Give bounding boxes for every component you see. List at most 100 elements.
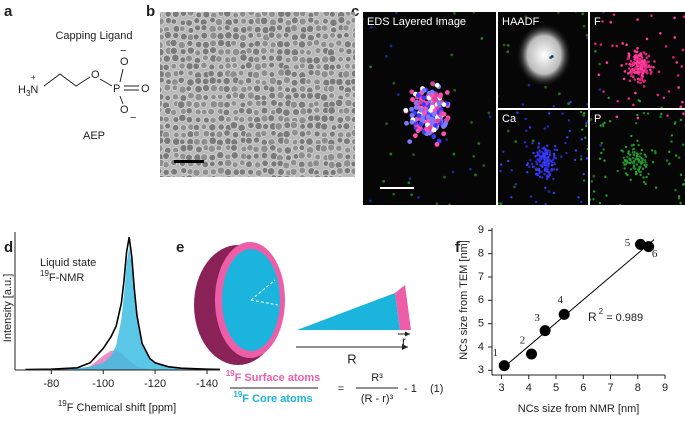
eds-dot xyxy=(602,124,605,128)
eds-dot xyxy=(612,13,616,16)
nanocrystal xyxy=(342,106,351,115)
y-tick-label: 8 xyxy=(478,248,484,260)
nanocrystal xyxy=(352,31,355,39)
eds-dot xyxy=(639,170,642,174)
nanocrystal xyxy=(209,46,217,55)
eds-dot xyxy=(502,150,505,153)
eds-dot xyxy=(636,80,640,84)
eds-dot xyxy=(551,158,555,162)
nanocrystal xyxy=(253,39,262,48)
eds-dot xyxy=(470,121,473,124)
eds-dot xyxy=(660,112,663,116)
nanocrystal xyxy=(262,123,270,131)
eds-dot xyxy=(447,277,450,280)
nanocrystal xyxy=(208,123,217,132)
nanocrystal xyxy=(261,12,269,17)
eds-dot xyxy=(642,176,645,179)
nanocrystal xyxy=(216,93,224,100)
eds-dot xyxy=(542,147,546,150)
eds-dot xyxy=(598,201,602,205)
nanocrystal xyxy=(282,76,291,85)
eds-dot xyxy=(622,77,626,81)
eds-dot xyxy=(431,134,437,140)
eds-dot xyxy=(396,93,400,96)
nanocrystal xyxy=(284,56,292,64)
nanocrystal xyxy=(328,130,336,138)
eds-dot xyxy=(600,141,603,145)
eds-dot xyxy=(653,60,656,63)
nanocrystal xyxy=(246,99,254,108)
eds-dot xyxy=(555,148,559,152)
eds-dot xyxy=(594,42,597,46)
nanocrystal xyxy=(343,137,351,146)
nanocrystal xyxy=(291,39,299,47)
eds-dot xyxy=(420,117,425,123)
nanocrystal xyxy=(321,32,330,41)
nanocrystal xyxy=(328,63,336,71)
nanocrystal xyxy=(277,101,284,108)
eds-dot xyxy=(524,117,527,121)
eds-dot xyxy=(602,90,605,93)
nanocrystal xyxy=(222,77,231,86)
nanocrystal xyxy=(239,12,247,18)
eds-dot xyxy=(440,300,443,303)
eds-dot xyxy=(546,125,549,128)
nanocrystal xyxy=(192,123,201,132)
nanocrystal xyxy=(351,152,355,161)
nanocrystal xyxy=(350,107,355,115)
nanocrystal xyxy=(320,40,328,49)
nanocrystal xyxy=(267,114,276,123)
ligand-title: Capping Ligand xyxy=(55,30,132,42)
eds-dot xyxy=(369,26,373,29)
atom: O xyxy=(120,104,129,116)
nanocrystal xyxy=(344,153,352,161)
eds-dot xyxy=(341,238,344,241)
nanocrystal xyxy=(297,160,306,169)
nanocrystal xyxy=(282,31,290,39)
nanocrystal xyxy=(260,106,269,115)
eds-dot xyxy=(623,163,626,166)
atom: N xyxy=(30,84,38,96)
nanocrystal xyxy=(231,131,240,139)
nanocrystal xyxy=(328,54,337,63)
eds-dot xyxy=(506,44,510,47)
nanocrystal xyxy=(266,167,276,176)
eds-dot xyxy=(413,105,419,110)
eds-dot xyxy=(320,245,323,248)
eds-dot xyxy=(639,54,643,57)
nanocrystal xyxy=(335,63,342,70)
eds-dot xyxy=(624,145,628,149)
eds-dot xyxy=(640,160,643,163)
eds-dot xyxy=(657,70,661,74)
nanocrystal xyxy=(342,70,351,79)
nanocrystal xyxy=(327,41,335,49)
nanocrystal xyxy=(194,176,198,177)
nanocrystal xyxy=(160,174,165,177)
nanocrystal xyxy=(268,76,278,85)
eds-dot xyxy=(598,62,601,66)
x-tick-label: 7 xyxy=(607,382,613,394)
nanocrystal xyxy=(200,24,208,32)
point xyxy=(526,348,538,360)
eds-dot xyxy=(376,239,379,242)
eds-dot xyxy=(472,154,476,158)
panel-label: c xyxy=(351,3,359,20)
nanocrystal xyxy=(178,69,185,77)
nanocrystal xyxy=(215,55,223,63)
eds-dot xyxy=(605,194,608,197)
nanocrystal xyxy=(162,168,170,176)
nanocrystal xyxy=(207,144,216,153)
eds-dot xyxy=(521,228,524,231)
nanocrystal xyxy=(261,167,269,174)
nanocrystal xyxy=(276,40,285,49)
eds-dot xyxy=(677,195,681,198)
numerator: 19F Surface atoms xyxy=(226,369,321,384)
nanocrystal xyxy=(160,17,165,26)
eds-dot xyxy=(368,199,372,203)
nanocrystal xyxy=(313,100,320,108)
nanocrystal xyxy=(330,26,338,34)
nanocrystal xyxy=(245,160,253,169)
eds-dot xyxy=(664,45,668,48)
eds-dot xyxy=(574,149,578,152)
